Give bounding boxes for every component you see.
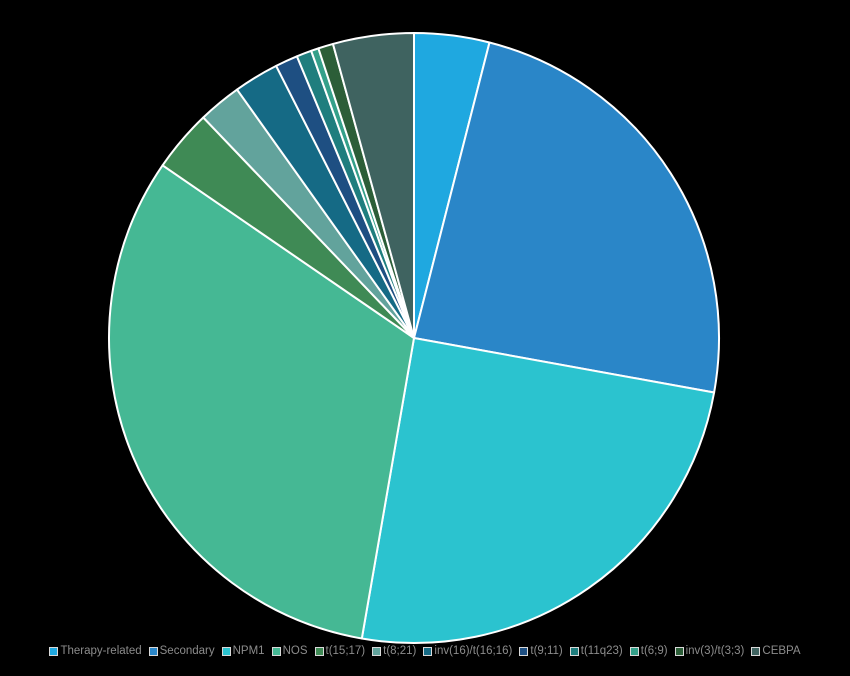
legend-swatch [148, 646, 158, 656]
legend-swatch [423, 646, 433, 656]
legend-item: t(8;21) [372, 645, 416, 657]
legend-label: t(11q23) [580, 645, 623, 657]
legend-swatch [49, 646, 59, 656]
legend-label: t(9;11) [530, 645, 563, 657]
legend-item: NPM1 [221, 645, 265, 657]
legend-label: inv(16)/t(16;16) [434, 645, 513, 657]
legend-item: t(6;9) [629, 645, 668, 657]
legend-item: inv(3)/t(3;3) [674, 645, 745, 657]
legend-item: t(15;17) [314, 645, 366, 657]
legend-label: Secondary [159, 645, 215, 657]
legend-label: CEBPA [762, 645, 801, 657]
legend-swatch [519, 646, 529, 656]
legend-label: t(6;9) [640, 645, 668, 657]
chart-legend: Therapy-related Secondary NPM1 NOS t(15;17) t… [0, 642, 850, 660]
pie-slice-1 [413, 41, 720, 394]
pie-slice-2 [360, 337, 716, 644]
legend-item: t(9;11) [519, 645, 563, 657]
legend-label: NPM1 [232, 645, 265, 657]
legend-item: inv(16)/t(16;16) [423, 645, 512, 657]
legend-swatch [751, 646, 761, 656]
legend-swatch [221, 646, 231, 656]
pie-slice-3 [108, 164, 415, 640]
legend-swatch [314, 646, 324, 656]
legend-item: t(11q23) [569, 645, 623, 657]
legend-swatch [372, 646, 382, 656]
legend-swatch [629, 646, 639, 656]
legend-item: NOS [271, 645, 308, 657]
legend-label: t(15;17) [325, 645, 366, 657]
legend-swatch [271, 646, 281, 656]
legend-label: inv(3)/t(3;3) [685, 645, 745, 657]
legend-swatch [569, 646, 579, 656]
legend-label: t(8;21) [383, 645, 417, 657]
legend-item: Secondary [148, 645, 215, 657]
legend-label: NOS [282, 645, 308, 657]
legend-item: Therapy-related [49, 645, 142, 657]
legend-label: Therapy-related [60, 645, 142, 657]
legend-item: CEBPA [751, 645, 801, 657]
legend-swatch [674, 646, 684, 656]
pie-slice-11 [331, 32, 415, 339]
